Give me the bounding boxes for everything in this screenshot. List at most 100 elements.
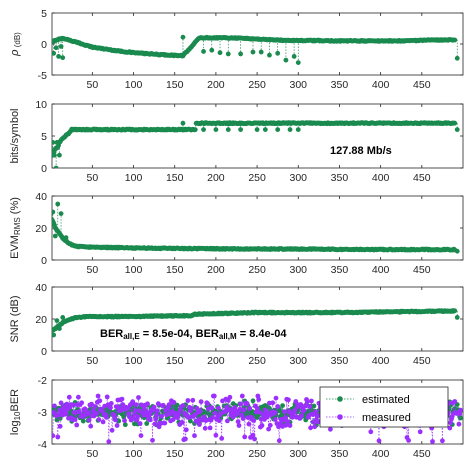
x-tick-label: 250: [248, 264, 266, 276]
x-tick-label: 150: [166, 264, 184, 276]
y-tick-label: 5: [41, 131, 47, 143]
data-point-measured: [281, 409, 287, 414]
legend-label-measured: measured: [362, 412, 411, 424]
data-point-measured: [312, 424, 318, 430]
data-point-measured: [256, 397, 262, 402]
legend-marker-measured: [337, 414, 343, 420]
x-tick-label: 200: [207, 172, 225, 184]
outlier-point: [283, 57, 289, 63]
outlier-point: [238, 51, 244, 57]
data-point-measured: [209, 405, 215, 411]
data-point-measured: [238, 401, 244, 407]
x-tick-label: 150: [166, 448, 184, 459]
outlier-point: [201, 49, 206, 54]
data-point-measured: [154, 412, 160, 418]
y-tick-label: -4: [38, 439, 47, 451]
x-tick-label: 250: [248, 172, 266, 184]
y-tick-label: -3: [38, 407, 47, 419]
data-point-measured: [92, 404, 98, 409]
outlier-point: [213, 127, 219, 132]
data-point-measured: [207, 425, 213, 431]
outlier-point: [225, 127, 231, 132]
outlier-point: [217, 50, 223, 56]
plot-area: [52, 34, 460, 65]
y-tick-label: 20: [35, 223, 47, 235]
data-point-measured: [376, 438, 382, 444]
y-axis-label: ρ (dB): [9, 32, 22, 57]
y-axis-label-part: (%): [9, 197, 21, 217]
x-tick-label: 50: [87, 355, 99, 367]
data-point-measured: [80, 414, 86, 420]
data-point-measured: [452, 399, 458, 404]
data-point-measured: [135, 414, 141, 419]
data-point-measured: [250, 432, 256, 438]
data-point-measured: [194, 405, 200, 411]
data-point-measured: [304, 399, 310, 404]
y-axis-label-part: EVM: [9, 235, 21, 259]
outlier-point: [54, 140, 60, 145]
data-point-measured: [190, 397, 196, 403]
outlier-point: [56, 54, 61, 59]
panel-3: 50 100 150 200 250 300 350 400 450 0 20 40 EVMRMS (%…: [9, 191, 464, 276]
outlier-point: [225, 51, 231, 57]
y-tick-label: 0: [41, 255, 47, 267]
data-point-measured: [113, 417, 118, 423]
data-point-measured: [96, 417, 102, 422]
y-axis-label-part: RMS: [13, 217, 22, 235]
x-tick-label: 100: [125, 264, 143, 276]
data-point-measured: [192, 433, 197, 439]
data-point-measured: [285, 419, 290, 424]
outlier-point: [180, 120, 186, 126]
outlier-point: [295, 127, 301, 132]
data-point-measured: [130, 399, 136, 405]
data-point-measured: [240, 416, 246, 421]
data-point-measured: [259, 423, 265, 428]
panel-4: 50 100 150 200 250 300 350 400 450 0 20 40 SNR (dB) B…: [9, 282, 464, 367]
data-point-measured: [100, 419, 106, 425]
data-point-measured: [132, 408, 138, 413]
y-tick-label: 40: [35, 191, 47, 203]
y-axis-label: EVMRMS (%): [9, 197, 22, 259]
outlier-point: [52, 140, 56, 145]
outlier-point: [60, 55, 66, 61]
x-tick-label: 450: [413, 172, 431, 184]
data-point-measured: [153, 416, 159, 422]
x-tick-label: 350: [331, 448, 349, 459]
panel-1: 50 100 150 200 250 300 350 400 450 -5 0 5 ρ (dB): [9, 8, 464, 91]
outlier-point: [254, 127, 260, 132]
x-tick-label: 100: [125, 355, 143, 367]
y-tick-label: 40: [35, 282, 47, 294]
x-tick-label: 350: [331, 355, 349, 367]
data-point-measured: [118, 407, 124, 413]
outlier-point: [54, 318, 60, 323]
x-tick-label: 100: [125, 172, 143, 184]
data-point-measured: [272, 409, 277, 415]
x-tick-label: 400: [372, 355, 390, 367]
data-point-measured: [241, 407, 247, 413]
x-tick-label: 400: [372, 79, 390, 91]
outlier-point: [180, 34, 186, 40]
y-tick-label: 0: [41, 346, 47, 358]
data-point-measured: [299, 413, 304, 419]
y-tick-label: 20: [35, 314, 47, 326]
data-point-measured: [152, 421, 158, 427]
x-tick-label: 300: [290, 79, 308, 91]
y-axis-label-part: ρ: [9, 50, 21, 57]
data-point-measured: [150, 437, 155, 443]
outlier-point: [52, 332, 57, 338]
x-tick-label: 100: [125, 79, 143, 91]
outlier-point: [267, 52, 272, 58]
outlier-point: [55, 201, 61, 207]
data-point-measured: [266, 426, 271, 432]
data-point-measured: [198, 399, 204, 405]
outlier-point: [454, 127, 460, 132]
data-point-measured: [132, 411, 137, 417]
x-tick-label: 350: [331, 264, 349, 276]
y-tick-label: -2: [38, 375, 47, 387]
data-point-measured: [89, 401, 94, 407]
data-point-measured: [122, 418, 127, 423]
y-tick-label: -5: [38, 70, 47, 82]
data-point-measured: [314, 413, 320, 419]
annotation-ber-part: = 8.5e-04, BER: [140, 328, 219, 340]
data-point-measured: [171, 400, 177, 405]
